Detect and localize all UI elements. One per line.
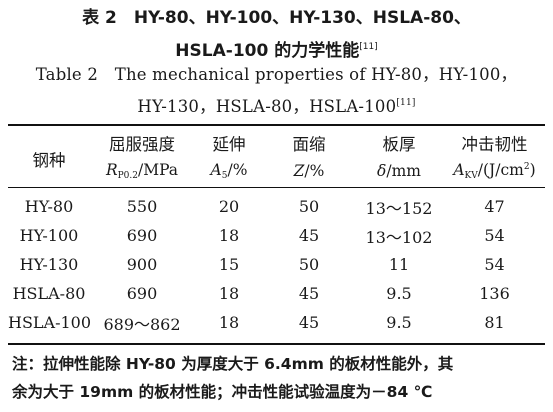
unit-yield-sym: R (105, 161, 118, 179)
table-row: HY-100 690 18 45 13～102 54 (8, 221, 545, 250)
cell-elongation: 18 (218, 226, 240, 245)
note-line2: 余为大于 19mm 的板材性能；冲击性能试验温度为－84 ℃ (12, 383, 433, 401)
table-bottom-rule (8, 343, 545, 345)
cell-impact: 81 (484, 313, 505, 332)
caption-en-line2: HY-130，HSLA-80，HSLA-100[11] (0, 93, 553, 117)
header-row-cn: 钢种 屈服强度 延伸 面缩 板厚 冲击韧性 (8, 131, 545, 170)
caption-cn-ref: [11] (359, 42, 378, 52)
cell-thickness: 13～102 (365, 227, 433, 247)
unit-elong-unit: /% (227, 161, 248, 179)
cell-grade: HY-130 (19, 255, 79, 274)
table-top-rule (8, 124, 545, 126)
unit-thickness: δ/mm (354, 155, 444, 187)
unit-z-unit: /% (304, 162, 325, 180)
cell-impact: 136 (479, 284, 510, 303)
caption-cn-line1-text: 表 2 HY-80、HY-100、HY-130、HSLA-80、 (82, 8, 471, 28)
header-reduction-area: 面缩 (292, 135, 326, 154)
unit-impact-toughness: AKV/(J/cm2) (444, 155, 545, 187)
table-row: HSLA-80 690 18 45 9.5 136 (8, 279, 545, 308)
cell-yield: 690 (126, 226, 158, 245)
caption-en-line2-text: HY-130，HSLA-80，HSLA-100 (137, 97, 397, 116)
unit-elong-sub: 5 (221, 171, 228, 181)
header-elongation: 延伸 (212, 135, 246, 154)
cell-grade: HY-80 (24, 197, 74, 216)
cell-grade: HY-100 (19, 226, 79, 245)
cell-elongation: 18 (218, 284, 240, 303)
unit-akv-sup: 2 (523, 162, 530, 172)
cell-reduction: 45 (298, 313, 320, 332)
header-row-units: RP0.2/MPa A5/% Z/% δ/mm AKV/(J/cm2) (8, 155, 545, 187)
header-impact-toughness: 冲击韧性 (461, 135, 528, 154)
cell-yield: 550 (126, 197, 158, 216)
header-steel-grade: 钢种 (32, 151, 66, 170)
header-yield-strength: 屈服强度 (109, 135, 175, 154)
cell-reduction: 50 (298, 197, 320, 216)
cell-impact: 54 (484, 255, 505, 274)
caption-cn-line2: HSLA-100 的力学性能[11] (0, 37, 553, 61)
unit-yield-strength: RP0.2/MPa (90, 155, 194, 187)
cell-elongation: 18 (218, 313, 240, 332)
caption-en-line1-text: Table 2 The mechanical properties of HY-… (35, 65, 518, 84)
table-header-rule (8, 187, 545, 188)
unit-yield-sub: P0.2 (117, 171, 138, 181)
table-row: HSLA-100 689～862 18 45 9.5 81 (8, 308, 545, 337)
unit-reduction-area: Z/% (264, 155, 354, 187)
caption-cn-line2-text: HSLA-100 的力学性能 (175, 41, 360, 61)
cell-impact: 54 (484, 226, 505, 245)
cell-reduction: 50 (298, 255, 320, 274)
note-line1: 注：拉伸性能除 HY-80 为厚度大于 6.4mm 的板材性能外，其 (12, 355, 454, 373)
cell-yield: 689～862 (103, 314, 181, 334)
cell-reduction: 45 (298, 284, 320, 303)
caption-en-ref: [11] (396, 98, 416, 108)
unit-akv-unit: /(J/cm (477, 161, 524, 179)
cell-yield: 690 (126, 284, 158, 303)
unit-akv-sub: KV (464, 171, 478, 181)
table-row: HY-130 900 15 50 11 54 (8, 250, 545, 279)
cell-thickness: 13～152 (365, 198, 433, 218)
table-row: HY-80 550 20 50 13～152 47 (8, 192, 545, 221)
cell-elongation: 20 (218, 197, 240, 216)
header-thickness: 板厚 (382, 135, 416, 154)
cell-elongation: 15 (218, 255, 240, 274)
unit-delta-sym: δ (377, 162, 387, 180)
unit-z-sym: Z (293, 162, 305, 180)
cell-yield: 900 (126, 255, 158, 274)
cell-thickness: 9.5 (386, 284, 412, 303)
unit-akv-unit-end: ) (529, 161, 536, 179)
cell-thickness: 11 (388, 255, 410, 274)
cell-impact: 47 (484, 197, 505, 216)
caption-en-line1: Table 2 The mechanical properties of HY-… (0, 65, 553, 85)
unit-akv-sym: A (453, 161, 465, 179)
cell-thickness: 9.5 (386, 313, 412, 332)
cell-grade: HSLA-100 (8, 313, 92, 332)
unit-elongation: A5/% (194, 155, 264, 187)
unit-yield-unit: /MPa (137, 161, 179, 179)
unit-delta-unit: /mm (386, 162, 421, 180)
unit-elong-sym: A (210, 161, 222, 179)
caption-cn-line1: 表 2 HY-80、HY-100、HY-130、HSLA-80、 (0, 8, 553, 28)
table-note: 注：拉伸性能除 HY-80 为厚度大于 6.4mm 的板材性能外，其 余为大于 … (12, 353, 547, 404)
cell-grade: HSLA-80 (12, 284, 86, 303)
cell-reduction: 45 (298, 226, 320, 245)
mechanical-properties-table: 钢种 屈服强度 延伸 面缩 板厚 冲击韧性 RP0.2/MPa A5/% Z/%… (8, 131, 545, 337)
